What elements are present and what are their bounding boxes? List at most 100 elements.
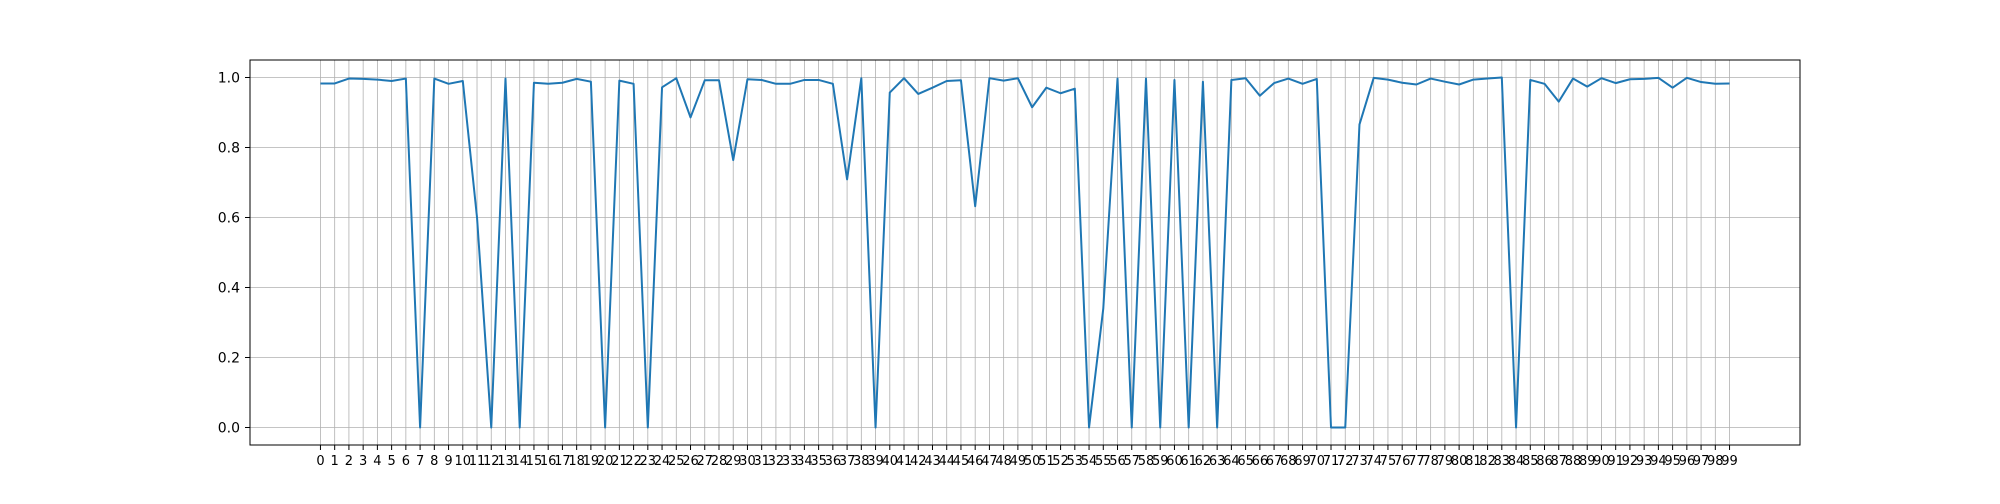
x-tick-label: 45 [953,454,970,469]
x-tick-label: 21 [611,454,628,469]
series-line [320,76,1730,429]
x-tick-label: 80 [1451,454,1468,469]
x-tick-label: 3 [359,454,367,469]
x-tick-label: 65 [1237,454,1254,469]
x-tick-label: 2 [345,454,353,469]
x-tick-label: 60 [1166,454,1183,469]
x-tick-label: 36 [825,454,842,469]
x-tick-label: 68 [1280,454,1297,469]
x-tick-label: 44 [938,454,955,469]
y-tick-label: 0.6 [218,211,240,227]
x-tick-label: 23 [640,454,657,469]
x-tick-label: 13 [497,454,514,469]
x-tick-label: 66 [1252,454,1269,469]
x-tick-label: 97 [1693,454,1710,469]
x-tick-label: 83 [1494,454,1511,469]
x-tick-label: 49 [1010,454,1027,469]
x-tick-label: 75 [1380,454,1397,469]
x-tick-label: 51 [1038,454,1055,469]
x-tick-label: 17 [554,454,571,469]
x-tick-label: 35 [810,454,827,469]
x-tick-label: 43 [924,454,941,469]
x-tick-label: 96 [1679,454,1696,469]
x-tick-label: 14 [511,454,528,469]
x-tick-label: 40 [882,454,899,469]
grid-layer [250,60,1800,445]
x-tick-label: 91 [1607,454,1624,469]
x-tick-label: 11 [469,454,486,469]
x-tick-label: 63 [1209,454,1226,469]
x-tick-label: 82 [1479,454,1496,469]
x-tick-label: 57 [1123,454,1140,469]
x-tick-label: 29 [725,454,742,469]
x-tick-label: 89 [1579,454,1596,469]
x-tick-label: 1 [331,454,339,469]
x-tick-label: 73 [1351,454,1368,469]
x-tick-label: 16 [540,454,557,469]
y-tick-label: 0.4 [218,281,240,297]
x-tick-label: 94 [1650,454,1667,469]
x-tick-label: 78 [1422,454,1439,469]
x-tick-label: 92 [1622,454,1639,469]
x-tick-label: 47 [981,454,998,469]
x-tick-label: 22 [625,454,642,469]
x-tick-label: 81 [1465,454,1482,469]
x-tick-label: 19 [583,454,600,469]
x-tick-label: 5 [387,454,395,469]
x-tick-label: 95 [1664,454,1681,469]
plot-frame [249,59,1801,446]
x-tick-label: 52 [1052,454,1069,469]
x-tick-label: 46 [967,454,984,469]
x-tick-label: 76 [1394,454,1411,469]
x-tick-label: 34 [796,454,813,469]
x-tick-label: 48 [995,454,1012,469]
x-tick-label: 84 [1508,454,1525,469]
x-tick-label: 8 [430,454,438,469]
series-layer [320,76,1730,429]
x-tick-label: 55 [1095,454,1112,469]
y-tick-label: 0.2 [218,351,240,367]
x-tick-label: 12 [483,454,500,469]
x-tick-label: 74 [1365,454,1382,469]
x-tick-label: 64 [1223,454,1240,469]
x-tick-label: 15 [526,454,543,469]
x-tick-label: 31 [753,454,770,469]
x-tick-label: 50 [1024,454,1041,469]
x-tick-label: 26 [682,454,699,469]
x-tick-label: 4 [373,454,381,469]
x-tick-label: 24 [654,454,671,469]
x-tick-label: 10 [455,454,472,469]
x-tick-label: 99 [1721,454,1738,469]
x-tick-label: 41 [896,454,913,469]
axes-layer [249,59,1801,446]
y-tick-layer: 0.0 0.2 0.4 0.6 0.8 1.0 [218,71,250,437]
x-tick-label: 39 [867,454,884,469]
x-tick-label: 71 [1323,454,1340,469]
x-tick-label: 30 [739,454,756,469]
x-tick-label: 9 [444,454,452,469]
x-tick-label: 0 [316,454,324,469]
x-tick-label: 90 [1593,454,1610,469]
x-tick-label: 28 [711,454,728,469]
x-tick-label: 87 [1550,454,1567,469]
y-tick-label: 0.0 [218,421,240,437]
x-tick-label: 88 [1565,454,1582,469]
y-tick-label: 1.0 [218,71,240,87]
x-tick-label: 42 [910,454,927,469]
x-tick-label: 6 [402,454,410,469]
x-tick-label: 79 [1437,454,1454,469]
x-tick-label: 33 [782,454,799,469]
x-tick-label: 86 [1536,454,1553,469]
x-tick-label: 7 [416,454,424,469]
x-tick-label: 70 [1309,454,1326,469]
x-tick-label: 67 [1266,454,1283,469]
x-tick-label: 93 [1636,454,1653,469]
y-tick-label: 0.8 [218,141,240,157]
x-tick-label: 37 [839,454,856,469]
x-tick-label: 18 [568,454,585,469]
x-tick-label: 85 [1522,454,1539,469]
x-tick-label: 38 [853,454,870,469]
x-tick-label: 77 [1408,454,1425,469]
